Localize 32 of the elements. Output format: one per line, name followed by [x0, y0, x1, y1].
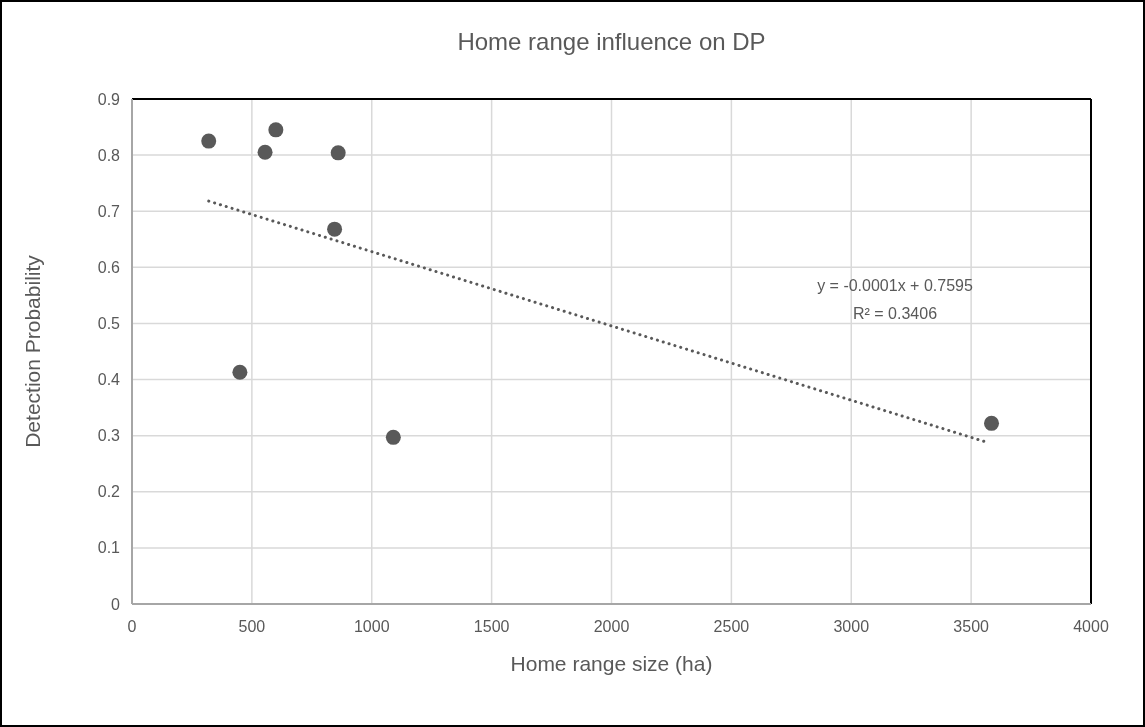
y-tick-label: 0.8 [97, 146, 121, 164]
y-axis-title: Detection Probability [21, 254, 44, 448]
x-tick-label: 3500 [953, 618, 990, 635]
annotation: R² = 0.3406 [852, 305, 938, 322]
x-tick-label: 1000 [353, 618, 390, 635]
point [330, 145, 346, 161]
x-tick-label: 2000 [593, 618, 630, 635]
y-tick-label: 0.3 [97, 427, 121, 445]
point [268, 122, 284, 138]
y-tick-label: 0.7 [97, 202, 121, 220]
point [257, 144, 273, 160]
annotation: y = -0.0001x + 0.7595 [817, 277, 973, 294]
x-tick-label: 1500 [473, 618, 510, 635]
point [984, 415, 999, 431]
x-tick-label: 2500 [713, 618, 750, 635]
y-tick-label: 0.2 [97, 483, 121, 501]
x-tick-label: 3000 [833, 618, 870, 635]
x-tick-label: 500 [238, 618, 266, 635]
y-tick-label: 0.5 [97, 315, 121, 333]
y-tick-label: 0.1 [97, 539, 121, 557]
point [385, 429, 401, 445]
y-tick-label: 0.6 [97, 258, 121, 276]
y-tick-label: 0 [111, 595, 121, 613]
x-tick-label: 4000 [1073, 618, 1109, 635]
point [327, 221, 343, 237]
point [201, 133, 217, 149]
x-axis-title: Home range size (ha) [510, 652, 713, 675]
point [232, 364, 248, 380]
x-tick-label: 0 [127, 618, 137, 635]
chart-title: Home range influence on DP [457, 28, 766, 55]
y-tick-label: 0.4 [97, 371, 121, 389]
y-tick-label: 0.9 [97, 90, 121, 108]
